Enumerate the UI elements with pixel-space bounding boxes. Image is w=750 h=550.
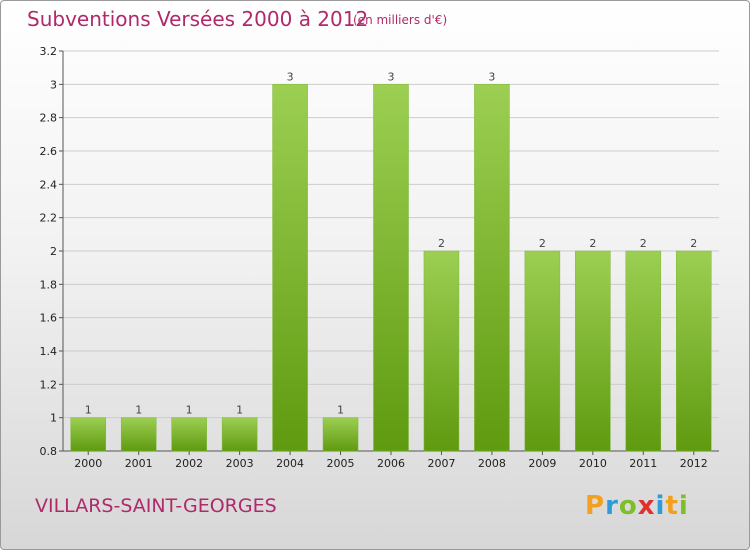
bar-value-label: 3 xyxy=(488,70,495,83)
x-tick-label: 2008 xyxy=(478,457,506,470)
x-tick-label: 2006 xyxy=(377,457,405,470)
x-tick-label: 2012 xyxy=(680,457,708,470)
bar-value-label: 3 xyxy=(287,70,294,83)
bar-value-label: 1 xyxy=(135,404,142,417)
bar-2006 xyxy=(373,84,409,452)
bar-value-label: 2 xyxy=(589,237,596,250)
logo-letter: x xyxy=(637,491,656,521)
bar-2003 xyxy=(221,417,258,452)
x-tick-label: 2002 xyxy=(175,457,203,470)
logo-letter: P xyxy=(585,491,606,521)
bar-2000 xyxy=(70,417,106,452)
x-tick-label: 2007 xyxy=(427,457,455,470)
bar-value-label: 2 xyxy=(539,237,546,250)
proxiti-logo: Proxiti xyxy=(585,491,689,521)
y-tick-label: 2.4 xyxy=(40,178,58,191)
y-tick-label: 3.2 xyxy=(40,45,58,58)
chart-title: Subventions Versées 2000 à 2012 xyxy=(27,7,369,31)
x-tick-label: 2001 xyxy=(125,457,153,470)
bar-value-label: 1 xyxy=(236,404,243,417)
bar-2004 xyxy=(272,84,308,452)
y-tick-label: 1.6 xyxy=(40,312,58,325)
bar-value-label: 2 xyxy=(640,237,647,250)
bar-value-label: 1 xyxy=(337,404,344,417)
x-tick-label: 2004 xyxy=(276,457,304,470)
bar-2012 xyxy=(676,250,712,452)
logo-letter: o xyxy=(618,491,638,521)
y-tick-label: 0.8 xyxy=(40,445,58,458)
commune-name: VILLARS-SAINT-GEORGES xyxy=(35,495,277,517)
x-tick-label: 2010 xyxy=(579,457,607,470)
bar-2007 xyxy=(423,250,460,452)
y-tick-label: 2.2 xyxy=(40,212,58,225)
logo-letter: r xyxy=(605,491,619,521)
bar-2009 xyxy=(524,250,561,452)
y-tick-label: 1.2 xyxy=(40,378,58,391)
logo-letter: i xyxy=(655,491,666,521)
bar-2011 xyxy=(625,250,662,452)
x-tick-label: 2003 xyxy=(226,457,254,470)
bar-value-label: 1 xyxy=(186,404,193,417)
bar-value-label: 3 xyxy=(388,70,395,83)
logo-letter: t xyxy=(665,491,679,521)
y-tick-label: 3 xyxy=(50,78,57,91)
bar-2002 xyxy=(171,417,207,452)
y-tick-label: 2.6 xyxy=(40,145,58,158)
y-tick-label: 1.8 xyxy=(40,278,58,291)
bar-value-label: 1 xyxy=(85,404,92,417)
bar-value-label: 2 xyxy=(438,237,445,250)
x-tick-label: 2009 xyxy=(528,457,556,470)
bar-2001 xyxy=(120,417,157,452)
bar-2005 xyxy=(322,417,359,452)
x-tick-label: 2000 xyxy=(74,457,102,470)
logo-letter: i xyxy=(678,491,689,521)
y-tick-label: 2.8 xyxy=(40,112,58,125)
y-tick-label: 1 xyxy=(50,412,57,425)
chart-unit: (en milliers d'€) xyxy=(353,13,448,27)
x-tick-label: 2011 xyxy=(629,457,657,470)
bar-value-label: 2 xyxy=(690,237,697,250)
x-tick-label: 2005 xyxy=(327,457,355,470)
bar-2008 xyxy=(474,84,510,452)
y-tick-label: 1.4 xyxy=(40,345,58,358)
y-tick-label: 2 xyxy=(50,245,57,258)
bar-2010 xyxy=(575,250,611,452)
